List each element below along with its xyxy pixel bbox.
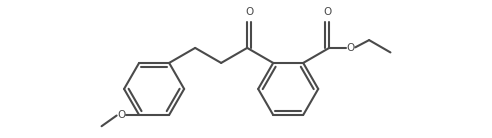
Text: O: O <box>347 43 355 53</box>
Text: O: O <box>117 110 125 120</box>
Text: O: O <box>245 7 253 17</box>
Text: O: O <box>323 7 331 17</box>
